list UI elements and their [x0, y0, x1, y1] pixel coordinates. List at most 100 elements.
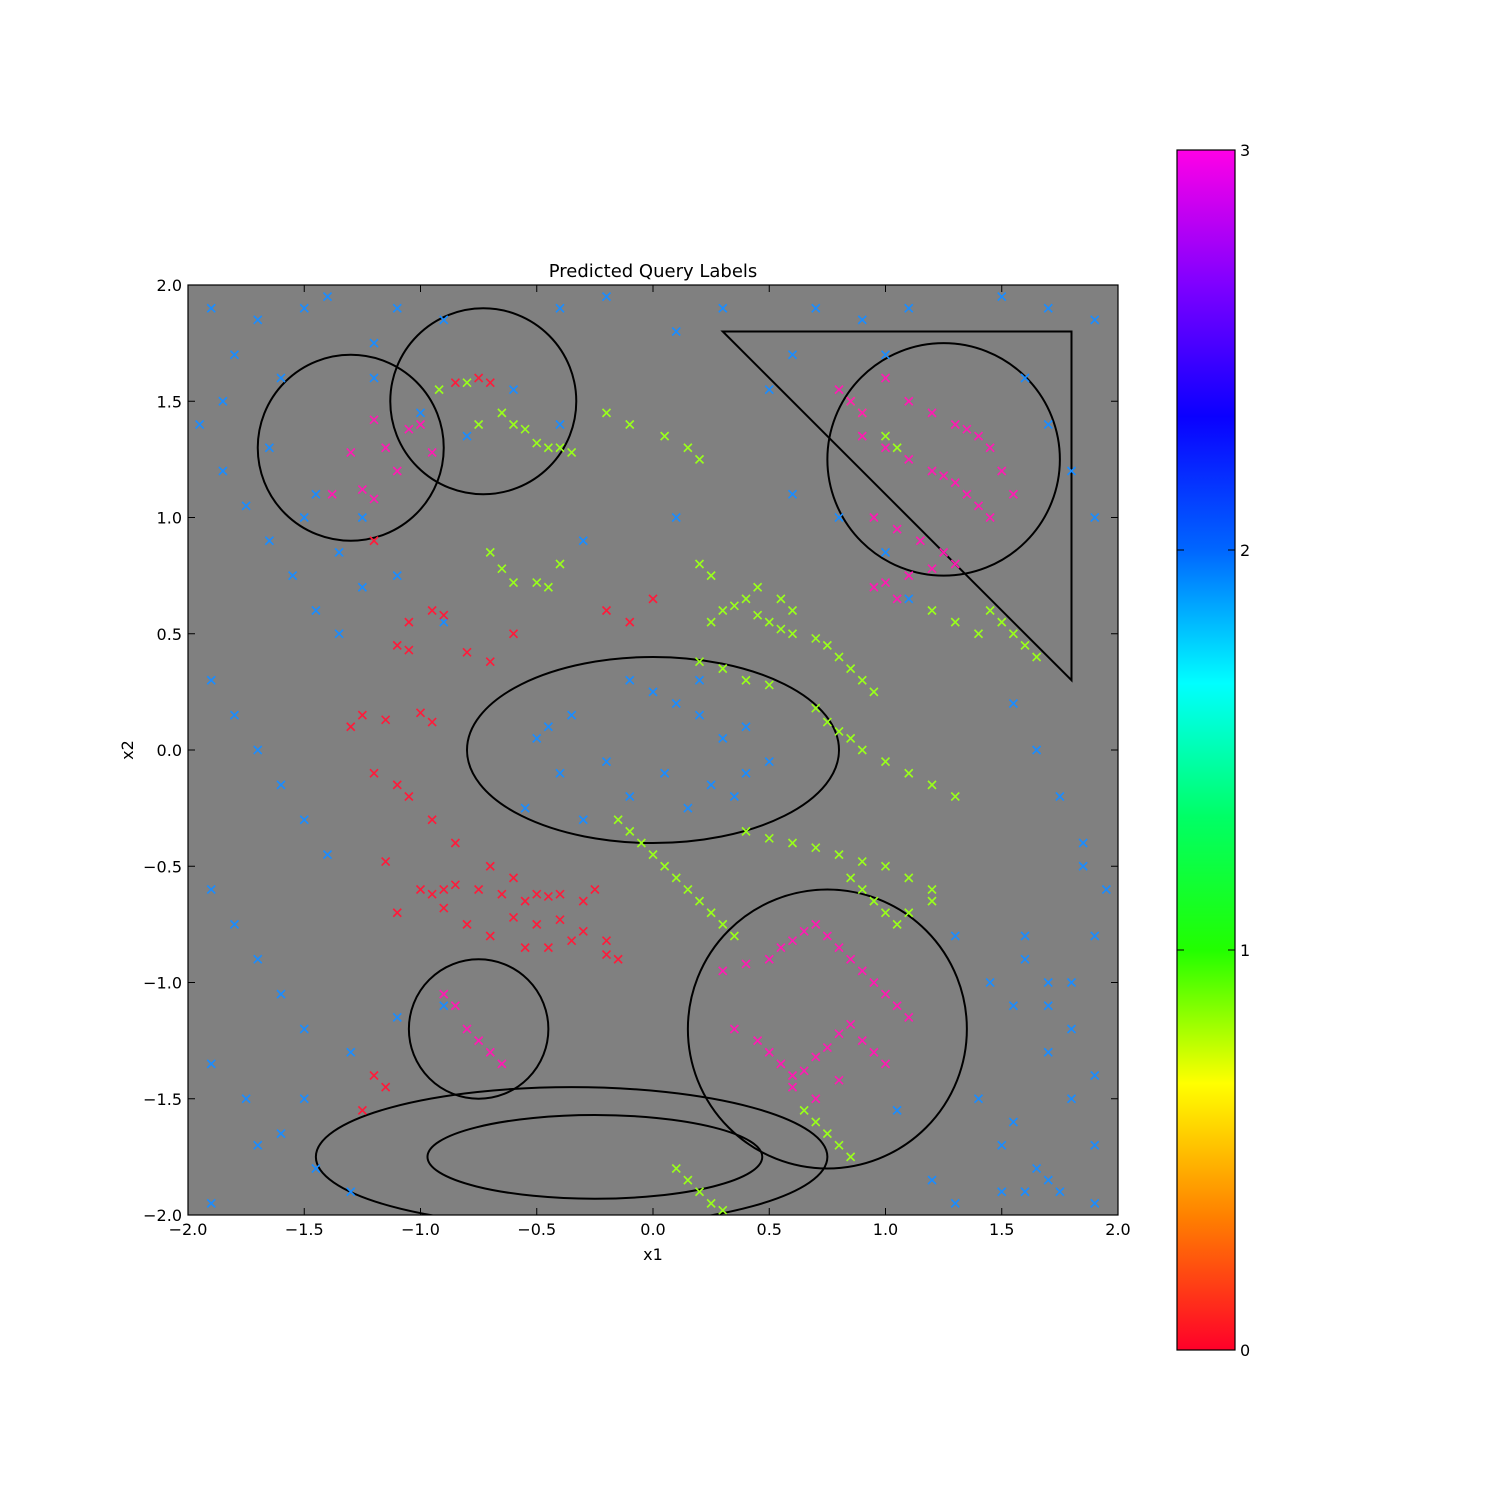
point-class-1 [799, 1105, 809, 1115]
point-class-1 [706, 571, 716, 581]
point-class-1 [694, 559, 705, 569]
point-class-1 [613, 815, 623, 825]
point-class-2 [311, 605, 321, 616]
point-class-3 [787, 1070, 798, 1081]
point-class-3 [357, 485, 367, 495]
point-class-1 [892, 919, 902, 929]
point-class-2 [764, 757, 774, 767]
point-class-2 [229, 350, 240, 360]
point-class-2 [671, 698, 681, 709]
point-class-3 [392, 466, 402, 476]
point-class-2 [299, 512, 309, 523]
point-class-1 [694, 454, 705, 464]
point-class-3 [892, 594, 902, 604]
x-tick-label: 0.5 [757, 1220, 782, 1239]
point-class-0 [427, 889, 437, 899]
point-class-1 [985, 605, 995, 616]
point-class-3 [369, 415, 379, 425]
point-class-1 [555, 559, 565, 569]
point-class-1 [694, 657, 705, 667]
point-class-3 [904, 1012, 914, 1022]
point-class-3 [997, 466, 1007, 476]
point-class-1 [683, 884, 693, 895]
point-class-1 [857, 745, 867, 755]
point-class-2 [357, 512, 367, 523]
point-class-1 [811, 1117, 821, 1127]
point-class-2 [787, 350, 798, 360]
point-class-3 [718, 966, 728, 976]
point-class-2 [206, 1059, 216, 1069]
point-class-1 [729, 931, 739, 941]
point-class-1 [927, 780, 937, 790]
point-class-2 [195, 419, 205, 430]
point-class-1 [462, 378, 472, 388]
colorbar: 0 1 2 3 [1176, 141, 1250, 1360]
point-class-1 [555, 443, 565, 453]
point-class-0 [567, 936, 577, 946]
point-class-1 [822, 640, 832, 650]
point-class-0 [601, 605, 612, 616]
point-class-3 [985, 512, 995, 523]
point-class-3 [787, 936, 798, 946]
point-class-0 [555, 889, 565, 899]
point-class-1 [822, 717, 832, 727]
point-class-3 [753, 1036, 763, 1046]
x-tick-label: −0.5 [517, 1220, 556, 1239]
boundary-circle-2 [826, 342, 1061, 577]
point-class-3 [415, 419, 426, 430]
point-class-2 [1066, 1094, 1077, 1104]
point-class-2 [532, 733, 542, 743]
point-class-3 [857, 408, 867, 418]
point-class-3 [846, 1019, 856, 1029]
x-axis-ticks: −2.0 −1.5 −1.0 −0.5 0.0 0.5 1.0 1.5 2.0 [169, 285, 1131, 1239]
point-class-0 [601, 950, 612, 960]
point-class-0 [369, 1070, 379, 1081]
point-class-1 [636, 838, 646, 848]
point-class-2 [787, 489, 798, 499]
point-class-3 [822, 931, 832, 941]
point-class-1 [857, 884, 867, 895]
point-class-2 [508, 385, 519, 395]
y-tick-label: −1.5 [143, 1090, 182, 1109]
point-class-1 [904, 873, 914, 883]
boundary-ellipse-5 [466, 656, 840, 844]
point-class-1 [834, 850, 844, 860]
point-class-2 [334, 629, 344, 639]
point-class-3 [973, 431, 984, 441]
point-class-0 [532, 889, 542, 899]
point-class-3 [764, 954, 774, 964]
point-class-0 [357, 710, 367, 720]
plot-background [188, 285, 1118, 1215]
point-class-1 [434, 385, 444, 395]
point-class-1 [497, 408, 507, 418]
point-class-3 [880, 989, 891, 999]
point-class-3 [427, 447, 437, 457]
point-class-1 [880, 908, 891, 918]
point-class-2 [1043, 1047, 1053, 1057]
point-class-2 [264, 443, 274, 453]
point-class-0 [392, 640, 402, 650]
point-class-0 [427, 717, 437, 727]
point-class-2 [1043, 1175, 1053, 1185]
point-class-1 [718, 664, 728, 674]
point-class-2 [857, 315, 867, 325]
point-class-3 [892, 1001, 902, 1011]
point-class-2 [1090, 315, 1100, 325]
point-class-2 [694, 675, 705, 685]
point-class-1 [543, 582, 553, 592]
colorbar-gradient [1176, 149, 1236, 1351]
x-axis-label: x1 [643, 1245, 663, 1264]
point-class-3 [892, 524, 902, 534]
point-class-2 [997, 1187, 1007, 1197]
point-class-1 [950, 791, 960, 802]
point-class-2 [834, 512, 844, 523]
point-class-3 [939, 547, 949, 557]
point-class-3 [869, 977, 879, 988]
point-class-3 [811, 919, 821, 929]
point-class-1 [846, 664, 856, 674]
boundary-ellipse-7 [426, 1114, 764, 1200]
point-class-3 [904, 454, 914, 464]
point-class-3 [904, 396, 914, 406]
point-class-2 [718, 733, 728, 743]
x-tick-label: −1.0 [401, 1220, 440, 1239]
